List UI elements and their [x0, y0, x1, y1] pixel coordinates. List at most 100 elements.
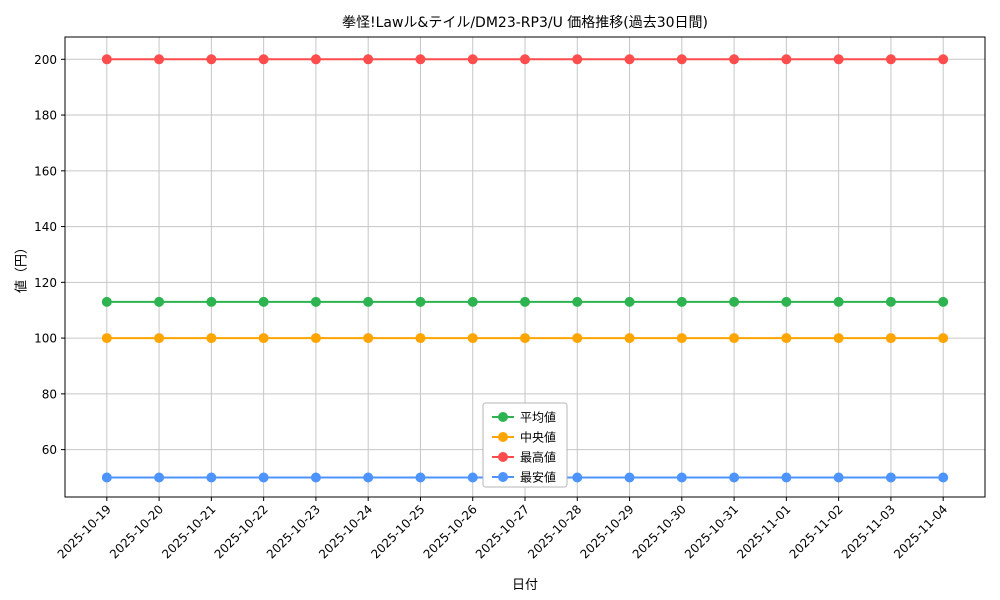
series-marker-average — [938, 296, 949, 307]
series-marker-average — [676, 296, 687, 307]
x-tick-label: 2025-10-20 — [107, 502, 166, 561]
legend-label-median: 中央値 — [520, 430, 556, 445]
series-marker-max — [258, 54, 269, 65]
series-marker-max — [467, 54, 478, 65]
x-tick-label: 2025-10-25 — [368, 502, 427, 561]
series-marker-average — [310, 296, 321, 307]
legend-item-min: 最安値 — [492, 470, 556, 485]
series-marker-average — [572, 296, 583, 307]
series-marker-median — [206, 333, 217, 344]
x-tick-label: 2025-10-29 — [577, 502, 636, 561]
series-marker-average — [833, 296, 844, 307]
series-marker-median — [310, 333, 321, 344]
series-marker-max — [938, 54, 949, 65]
x-tick-label: 2025-10-27 — [473, 502, 532, 561]
x-tick-label: 2025-10-31 — [682, 502, 741, 561]
y-tick-label: 180 — [34, 109, 57, 123]
series-marker-median — [729, 333, 740, 344]
series-marker-max — [415, 54, 426, 65]
legend-item-max: 最高値 — [492, 450, 556, 465]
legend-marker-median — [498, 432, 508, 442]
series-marker-max — [520, 54, 530, 65]
y-tick-label: 160 — [34, 164, 57, 178]
series-marker-median — [415, 333, 426, 344]
x-tick-label: 2025-10-19 — [55, 502, 114, 561]
legend-item-median: 中央値 — [492, 430, 556, 445]
x-axis-label: 日付 — [511, 578, 538, 593]
series-marker-average — [781, 296, 792, 307]
legend-marker-average — [498, 412, 508, 422]
x-tick-label: 2025-11-03 — [839, 502, 898, 561]
series-marker-min — [206, 472, 217, 483]
series-marker-average — [520, 296, 530, 307]
series-marker-median — [938, 333, 949, 344]
x-tick-label: 2025-10-22 — [212, 502, 271, 561]
series-marker-min — [938, 472, 949, 483]
series-marker-median — [520, 333, 530, 344]
series-marker-average — [258, 296, 269, 307]
series-marker-median — [624, 333, 635, 344]
series-marker-average — [624, 296, 635, 307]
series-marker-average — [363, 296, 374, 307]
series-marker-min — [467, 472, 478, 483]
series-marker-average — [729, 296, 740, 307]
series-marker-median — [258, 333, 269, 344]
series-marker-max — [363, 54, 374, 65]
series-marker-median — [885, 333, 896, 344]
y-tick-label: 100 — [34, 332, 57, 346]
legend-label-max: 最高値 — [520, 450, 556, 465]
series-marker-median — [467, 333, 478, 344]
x-tick-label: 2025-10-30 — [630, 502, 689, 561]
plot-border — [64, 36, 986, 498]
chart-title: 拳怪!Lawル&テイル/DM23-RP3/U 価格推移(過去30日間) — [341, 15, 709, 31]
series-marker-median — [363, 333, 374, 344]
series-marker-max — [885, 54, 896, 65]
legend-marker-min — [498, 472, 508, 482]
series-marker-max — [781, 54, 792, 65]
series-marker-average — [206, 296, 217, 307]
legend-marker-max — [498, 452, 508, 462]
y-tick-label: 80 — [42, 387, 57, 401]
x-tick-label: 2025-10-26 — [421, 502, 480, 561]
x-tick-label: 2025-10-21 — [159, 502, 218, 561]
series-max — [101, 54, 949, 65]
series-median — [101, 333, 949, 344]
series-marker-max — [676, 54, 687, 65]
series-marker-min — [729, 472, 740, 483]
y-tick-label: 200 — [34, 53, 57, 67]
series-marker-max — [310, 54, 321, 65]
series-marker-min — [781, 472, 792, 483]
y-axis-label: 値（円） — [14, 240, 30, 294]
series-marker-min — [624, 472, 635, 483]
x-tick-label: 2025-10-28 — [525, 502, 584, 561]
series-marker-average — [101, 296, 112, 307]
series-marker-median — [101, 333, 112, 344]
x-tick-label: 2025-10-24 — [316, 502, 375, 561]
series-marker-min — [415, 472, 426, 483]
series-marker-max — [572, 54, 583, 65]
series-marker-max — [206, 54, 217, 65]
series-marker-median — [833, 333, 844, 344]
series-marker-min — [885, 472, 896, 483]
series-marker-average — [415, 296, 426, 307]
series-marker-min — [154, 472, 165, 483]
series-marker-min — [101, 472, 112, 483]
series-marker-min — [833, 472, 844, 483]
series-average — [101, 296, 949, 307]
series-marker-max — [154, 54, 165, 65]
legend-box — [482, 402, 568, 488]
series-marker-median — [781, 333, 792, 344]
series-marker-median — [572, 333, 583, 344]
x-tick-label: 2025-11-04 — [891, 502, 950, 561]
series-marker-min — [572, 472, 583, 483]
series-marker-max — [101, 54, 112, 65]
y-tick-label: 60 — [42, 443, 57, 457]
series-marker-median — [154, 333, 165, 344]
y-tick-label: 120 — [34, 276, 57, 290]
y-tick-label: 140 — [34, 220, 57, 234]
x-tick-label: 2025-10-23 — [264, 502, 323, 561]
series-marker-average — [154, 296, 165, 307]
series-marker-max — [729, 54, 740, 65]
